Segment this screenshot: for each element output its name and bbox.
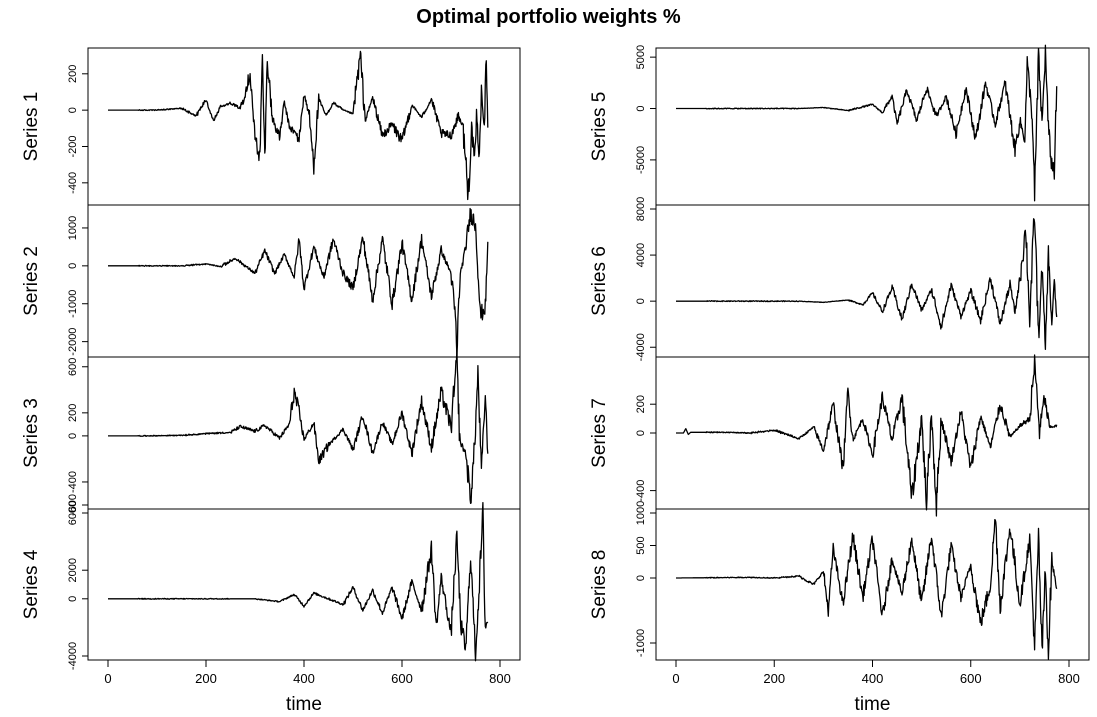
panel-frame-6 [655,204,1090,358]
series-line-8 [675,518,1058,660]
y-tick-label: 2000 [67,558,79,582]
x-tick-label: 200 [195,671,217,686]
y-tick-label: -400 [635,480,647,502]
x-axis-label: time [286,694,322,715]
y-tick-label: -600 [67,494,79,516]
chart-title: Optimal portfolio weights % [416,6,681,28]
x-tick-label: 400 [293,671,315,686]
y-tick-label: 4000 [635,243,647,267]
series-line-2 [107,207,489,357]
series-label: Series 6 [589,246,610,316]
y-tick-label: 200 [67,65,79,83]
y-tick-label: 0 [67,263,79,269]
x-tick-label: 200 [763,671,785,686]
series-line-7 [675,354,1058,517]
y-tick-label: 0 [67,433,79,439]
series-line-4 [107,502,489,662]
series-line-6 [675,218,1058,351]
panel-frame-8 [655,508,1090,661]
series-label: Series 3 [21,398,42,468]
series-label: Series 1 [21,92,42,162]
x-tick-label: 600 [391,671,413,686]
y-tick-label: -4000 [635,333,647,361]
series-line-1 [107,50,489,201]
y-tick-label: 0 [635,105,647,111]
y-tick-label: 0 [67,107,79,113]
y-tick-label: 8000 [635,197,647,221]
y-tick-label: -5000 [635,146,647,174]
y-tick-label: 500 [635,536,647,554]
x-tick-label: 800 [489,671,511,686]
panel-frame-5 [655,47,1090,206]
y-tick-label: 200 [635,395,647,413]
series-line-3 [107,349,489,505]
y-tick-label: 0 [635,298,647,304]
x-tick-label: 400 [862,671,884,686]
x-tick-label: 800 [1058,671,1080,686]
y-tick-label: -4000 [67,642,79,670]
series-label: Series 7 [589,398,610,468]
y-tick-label: 1000 [67,216,79,240]
x-tick-label: 0 [672,671,679,686]
y-tick-label: 200 [67,404,79,422]
y-tick-label: -1000 [67,290,79,318]
x-tick-label: 600 [960,671,982,686]
series-label: Series 5 [589,92,610,162]
y-tick-label: -400 [67,172,79,194]
y-tick-label: -2000 [67,328,79,356]
y-tick-label: 6000 [67,501,79,525]
y-tick-label: 600 [67,358,79,376]
series-line-5 [675,44,1058,202]
y-tick-label: 0 [635,430,647,436]
y-tick-label: 0 [67,596,79,602]
series-label: Series 4 [21,549,42,619]
y-tick-label: 5000 [635,45,647,69]
series-label: Series 2 [21,246,42,316]
series-label: Series 8 [589,550,610,620]
x-axis-label: time [855,694,891,715]
x-tick-label: 0 [104,671,111,686]
y-tick-label: -200 [67,135,79,157]
y-tick-label: -1000 [635,629,647,657]
panel-frame-2 [87,204,521,358]
y-tick-label: 1000 [635,501,647,525]
y-tick-label: -400 [67,471,79,493]
y-tick-label: 0 [635,575,647,581]
panel-frame-4 [87,508,521,661]
